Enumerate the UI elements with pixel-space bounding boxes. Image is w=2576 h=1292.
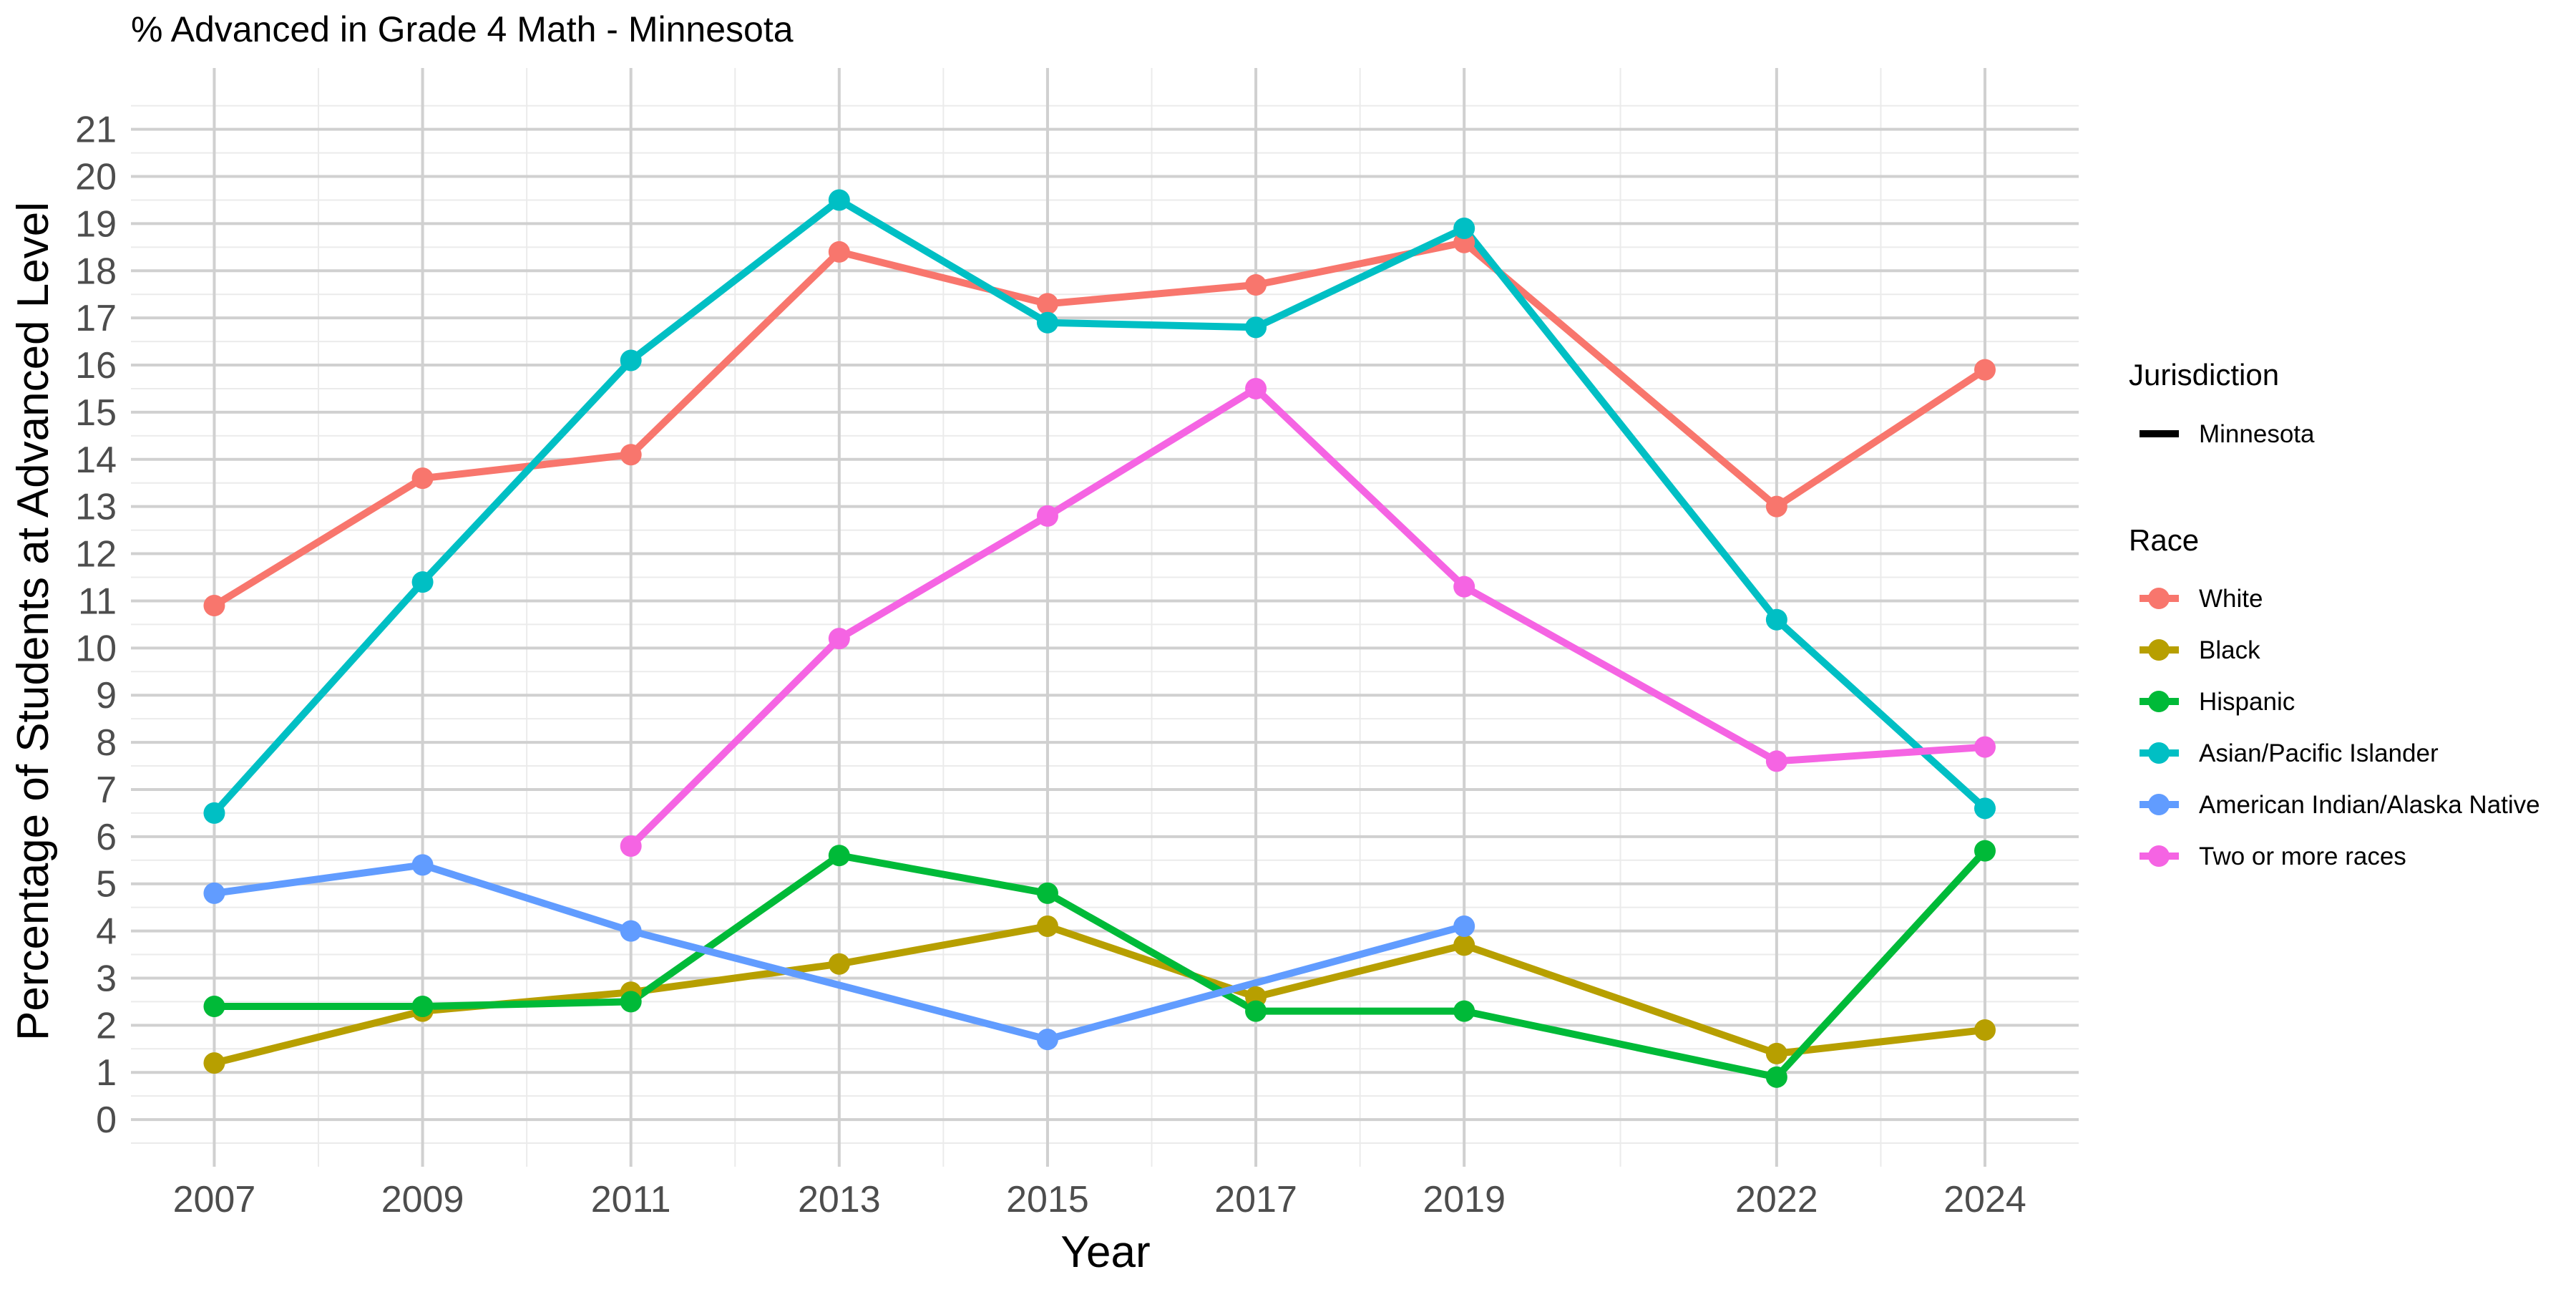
data-point-white <box>411 467 434 490</box>
data-point-hispanic <box>1765 1066 1787 1088</box>
legend-label-asian-pacific-islander: Asian/Pacific Islander <box>2199 739 2439 767</box>
y-tick-label: 10 <box>75 628 117 669</box>
legend-label-american-indian-alaska-native: American Indian/Alaska Native <box>2199 791 2540 819</box>
legend-marker-asian-pacific-islander <box>2148 742 2170 764</box>
data-point-hispanic <box>1453 1000 1475 1022</box>
legend-label-white: White <box>2199 585 2263 613</box>
data-point-asian-pacific-islander <box>1974 797 1996 820</box>
legend-race-title: Race <box>2129 523 2199 557</box>
data-point-hispanic <box>1036 882 1058 904</box>
y-tick-label: 5 <box>96 864 117 905</box>
data-point-asian-pacific-islander <box>828 189 850 211</box>
data-point-black <box>203 1052 225 1074</box>
y-tick-label: 2 <box>96 1005 117 1046</box>
data-point-two-or-more-races <box>1453 575 1475 598</box>
legend-label-hispanic: Hispanic <box>2199 688 2295 716</box>
data-point-white <box>203 595 225 617</box>
legend-marker-hispanic <box>2148 691 2170 712</box>
legend-label-two-or-more-races: Two or more races <box>2199 842 2406 870</box>
data-point-two-or-more-races <box>1974 736 1996 758</box>
x-tick-label: 2009 <box>381 1179 464 1220</box>
y-tick-label: 9 <box>96 675 117 717</box>
y-tick-label: 16 <box>75 345 117 387</box>
y-tick-label: 18 <box>75 251 117 292</box>
y-tick-label: 14 <box>75 439 117 481</box>
x-tick-label: 2017 <box>1214 1179 1297 1220</box>
data-point-two-or-more-races <box>1245 377 1267 399</box>
x-tick-label: 2022 <box>1735 1179 1818 1220</box>
data-point-black <box>1036 915 1058 938</box>
y-tick-label: 20 <box>75 157 117 198</box>
data-point-white <box>1245 274 1267 296</box>
data-point-white <box>828 241 850 263</box>
x-tick-label: 2019 <box>1423 1179 1506 1220</box>
x-tick-label: 2011 <box>591 1179 671 1220</box>
data-point-white <box>1974 359 1996 381</box>
y-axis-label: Percentage of Students at Advanced Level <box>9 202 58 1041</box>
data-point-black <box>1974 1019 1996 1041</box>
data-point-asian-pacific-islander <box>203 802 225 824</box>
legend: Jurisdiction Race Minnesota White Black His… <box>2129 358 2540 870</box>
data-point-black <box>828 953 850 975</box>
chart-title: % Advanced in Grade 4 Math - Minnesota <box>131 9 794 49</box>
y-tick-label: 0 <box>96 1099 117 1141</box>
data-point-hispanic <box>411 996 434 1018</box>
data-point-asian-pacific-islander <box>1245 316 1267 339</box>
data-point-hispanic <box>1974 840 1996 862</box>
y-tick-label: 11 <box>78 581 117 622</box>
x-tick-label: 2013 <box>798 1179 881 1220</box>
y-tick-label: 15 <box>75 392 117 434</box>
data-point-american-indian-alaska-native <box>1453 915 1475 938</box>
y-tick-label: 21 <box>75 110 117 151</box>
y-tick-label: 17 <box>75 298 117 339</box>
data-point-hispanic <box>1245 1000 1267 1022</box>
legend-label-black: Black <box>2199 636 2260 664</box>
x-tick-label: 2007 <box>173 1179 256 1220</box>
data-point-american-indian-alaska-native <box>203 882 225 904</box>
x-axis-label: Year <box>1060 1228 1150 1277</box>
y-tick-label: 8 <box>96 722 117 764</box>
y-tick-label: 12 <box>75 534 117 575</box>
data-point-white <box>1765 495 1787 518</box>
data-point-black <box>1453 934 1475 956</box>
y-tick-label: 19 <box>75 203 117 245</box>
legend-jurisdiction-title: Jurisdiction <box>2129 358 2279 392</box>
data-point-asian-pacific-islander <box>411 571 434 593</box>
data-point-asian-pacific-islander <box>620 349 642 371</box>
data-point-hispanic <box>828 845 850 867</box>
data-point-two-or-more-races <box>828 628 850 650</box>
data-point-asian-pacific-islander <box>1453 217 1475 239</box>
legend-marker-black <box>2148 639 2170 661</box>
legend-marker-american-indian-alaska-native <box>2148 794 2170 815</box>
series-line-black <box>210 923 1989 1067</box>
y-tick-label: 6 <box>96 817 117 858</box>
y-tick-label: 13 <box>75 487 117 528</box>
legend-label-jurisdiction: Minnesota <box>2199 420 2315 448</box>
data-point-asian-pacific-islander <box>1765 608 1787 631</box>
data-point-white <box>1036 293 1058 315</box>
data-point-hispanic <box>620 991 642 1013</box>
legend-marker-two-or-more-races <box>2148 845 2170 867</box>
y-tick-label: 1 <box>96 1052 117 1094</box>
data-point-white <box>620 444 642 466</box>
data-point-two-or-more-races <box>1765 750 1787 772</box>
data-point-asian-pacific-islander <box>1036 311 1058 334</box>
y-tick-label: 7 <box>96 769 117 811</box>
x-tick-label: 2015 <box>1006 1179 1089 1220</box>
y-tick-label: 3 <box>96 958 117 999</box>
legend-marker-white <box>2148 588 2170 609</box>
data-point-two-or-more-races <box>1036 505 1058 527</box>
data-point-hispanic <box>203 996 225 1018</box>
data-point-american-indian-alaska-native <box>411 854 434 876</box>
y-tick-label: 4 <box>96 911 117 953</box>
data-point-black <box>1765 1042 1787 1064</box>
data-point-american-indian-alaska-native <box>1036 1029 1058 1051</box>
data-point-two-or-more-races <box>620 835 642 858</box>
data-point-american-indian-alaska-native <box>620 920 642 942</box>
x-tick-label: 2024 <box>1943 1179 2026 1220</box>
